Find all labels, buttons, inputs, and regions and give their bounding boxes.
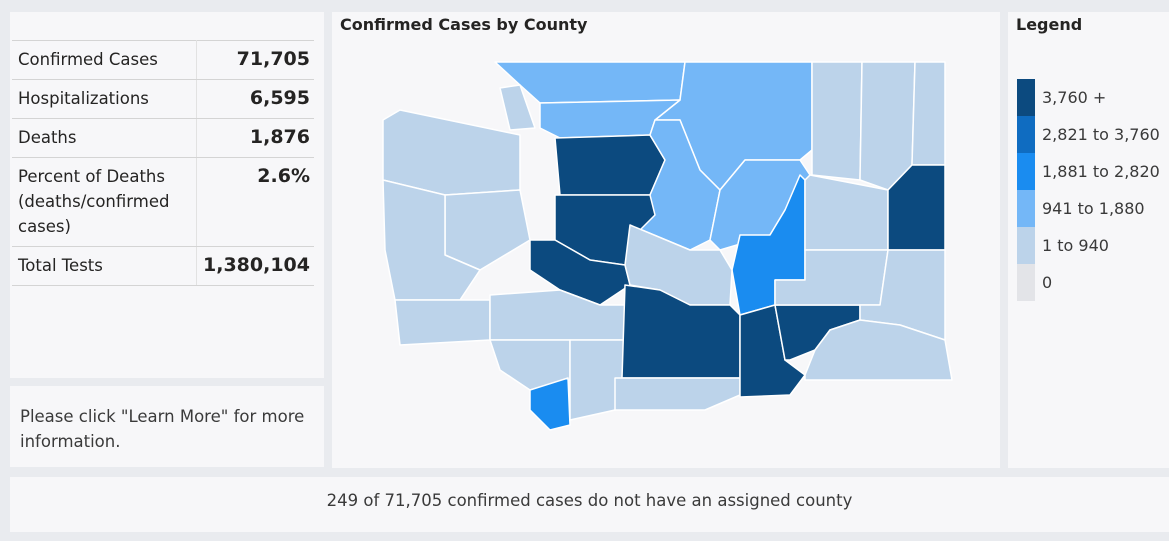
county[interactable] [382, 109, 521, 196]
stat-row: Percent of Deaths (deaths/confirmed case… [12, 157, 314, 247]
county[interactable] [911, 61, 946, 166]
stat-row: Total Tests 1,380,104 [12, 246, 314, 286]
county[interactable] [444, 189, 531, 271]
legend-label: 1,881 to 2,820 [1042, 162, 1160, 181]
legend-item: 941 to 1,880 [1017, 190, 1160, 227]
footer-panel: 249 of 71,705 confirmed cases do not hav… [10, 477, 1169, 532]
stat-row: Deaths 1,876 [12, 118, 314, 158]
stat-row: Confirmed Cases 71,705 [12, 40, 314, 80]
legend-items: 3,760 + 2,821 to 3,760 1,881 to 2,820 941 t… [1017, 79, 1160, 301]
legend-label: 2,821 to 3,760 [1042, 125, 1160, 144]
legend-swatch [1017, 227, 1035, 264]
county[interactable] [529, 377, 571, 431]
legend-item: 3,760 + [1017, 79, 1160, 116]
legend-swatch [1017, 116, 1035, 153]
stats-table: Confirmed Cases 71,705 Hospitalizations 6,5… [12, 40, 314, 286]
legend-label: 3,760 + [1042, 88, 1107, 107]
note-panel: Please click "Learn More" for more infor… [10, 386, 324, 467]
footer: 249 of 71,705 confirmed cases do not hav… [326, 491, 853, 510]
legend-swatch [1017, 79, 1035, 116]
note: Please click "Learn More" for more infor… [20, 407, 305, 451]
stat-value: 1,380,104 [196, 246, 314, 286]
county[interactable] [887, 164, 946, 251]
stat-label: Confirmed Cases [12, 40, 198, 80]
legend-label: 1 to 940 [1042, 236, 1109, 255]
stat-value: 2.6% [196, 157, 314, 247]
stat-label: Total Tests [12, 246, 198, 286]
county[interactable] [394, 299, 491, 346]
legend-swatch [1017, 264, 1035, 301]
legend-swatch [1017, 153, 1035, 190]
county[interactable] [499, 84, 536, 131]
legend-label: 0 [1042, 273, 1053, 292]
county[interactable] [804, 319, 953, 381]
legend-item: 1,881 to 2,820 [1017, 153, 1160, 190]
legend-label: 941 to 1,880 [1042, 199, 1145, 218]
stat-label: Deaths [12, 118, 198, 158]
legend-item: 2,821 to 3,760 [1017, 116, 1160, 153]
county[interactable] [614, 377, 741, 411]
stat-value: 71,705 [196, 40, 314, 80]
stat-label: Hospitalizations [12, 79, 198, 119]
stat-value: 1,876 [196, 118, 314, 158]
stat-value: 6,595 [196, 79, 314, 119]
legend-item: 1 to 940 [1017, 227, 1160, 264]
county[interactable] [554, 134, 666, 196]
legend-title: Legend [1016, 15, 1083, 34]
legend-panel: Legend 3,760 + 2,821 to 3,760 1,881 to 2,8… [1008, 12, 1169, 468]
stat-label: Percent of Deaths (deaths/confirmed case… [12, 157, 198, 247]
county[interactable] [382, 179, 481, 301]
county[interactable] [811, 61, 863, 181]
legend-swatch [1017, 190, 1035, 227]
map-title: Confirmed Cases by County [340, 15, 588, 34]
stat-row: Hospitalizations 6,595 [12, 79, 314, 119]
stats-panel: Confirmed Cases 71,705 Hospitalizations 6,5… [10, 12, 324, 378]
legend-item: 0 [1017, 264, 1160, 301]
